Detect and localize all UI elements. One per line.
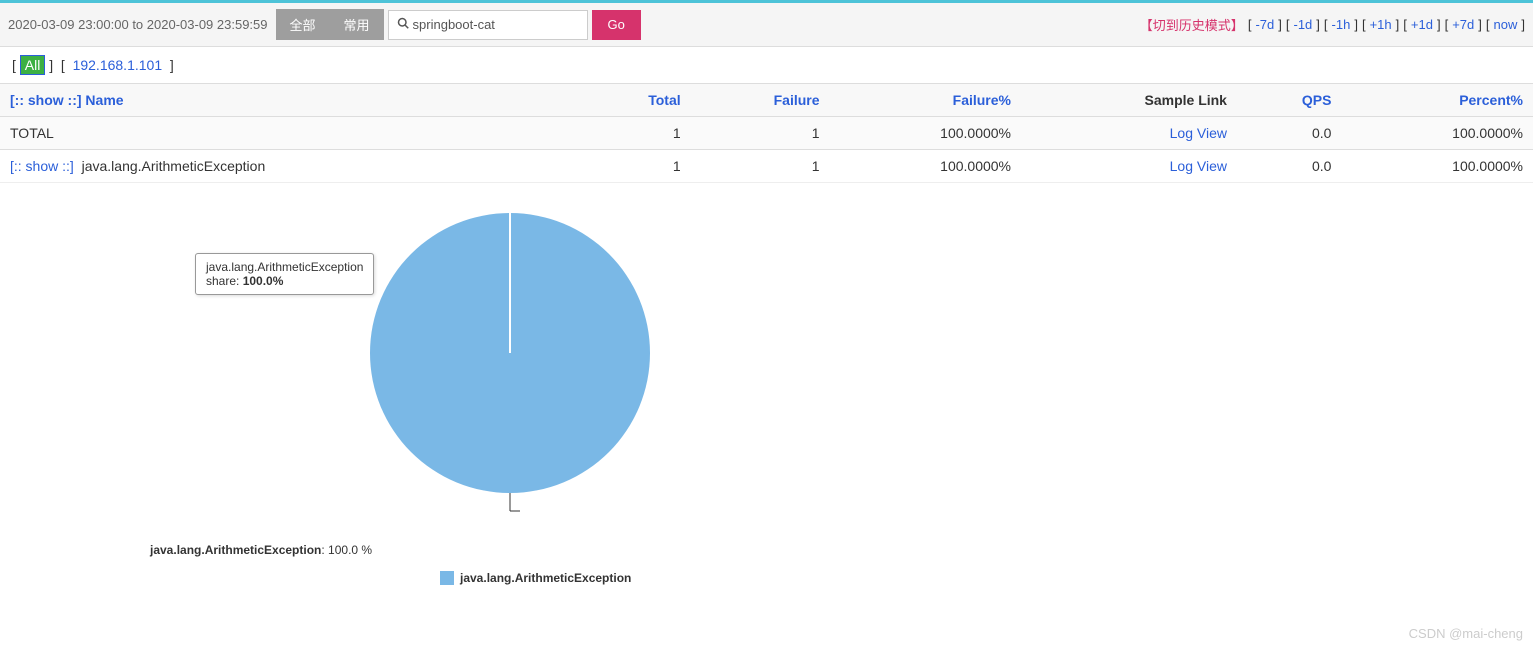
go-button[interactable]: Go: [592, 10, 641, 40]
table-row: TOTAL 1 1 100.0000% Log View 0.0 100.000…: [0, 117, 1533, 150]
pie-chart[interactable]: [370, 213, 650, 493]
tooltip-title: java.lang.ArithmeticException: [206, 260, 363, 274]
nav-now[interactable]: now: [1494, 17, 1518, 32]
nav-minus-7d[interactable]: -7d: [1255, 17, 1274, 32]
nav-minus-1h[interactable]: -1h: [1332, 17, 1351, 32]
row-name: java.lang.ArithmeticException: [82, 158, 266, 174]
history-mode-link[interactable]: 【切到历史模式】: [1140, 15, 1244, 34]
row-failure-pct: 100.0000%: [830, 117, 1021, 150]
row-name: TOTAL: [10, 125, 54, 141]
col-failure[interactable]: Failure: [691, 84, 830, 117]
filter-common-button[interactable]: 常用: [330, 9, 384, 40]
row-failure-pct: 100.0000%: [830, 150, 1021, 183]
tooltip-share: share: 100.0%: [206, 274, 363, 288]
pie-slit: [509, 213, 511, 353]
pie-leader-line: [370, 493, 670, 523]
table-row: [:: show ::] java.lang.ArithmeticExcepti…: [0, 150, 1533, 183]
ip-address-link[interactable]: 192.168.1.101: [73, 57, 163, 73]
watermark: CSDN @mai-cheng: [1409, 626, 1523, 641]
col-failure-pct[interactable]: Failure%: [830, 84, 1021, 117]
search-wrap: [388, 10, 588, 40]
toolbar: 2020-03-09 23:00:00 to 2020-03-09 23:59:…: [0, 3, 1533, 47]
pie-callout-label: java.lang.ArithmeticException: 100.0 %: [150, 543, 372, 557]
row-qps: 0.0: [1237, 117, 1342, 150]
nav-plus-7d[interactable]: +7d: [1452, 17, 1474, 32]
row-failure: 1: [691, 150, 830, 183]
time-range: 2020-03-09 23:00:00 to 2020-03-09 23:59:…: [8, 17, 268, 32]
row-percent: 100.0000%: [1341, 150, 1533, 183]
chart-area: java.lang.ArithmeticException share: 100…: [0, 183, 1533, 605]
col-sample: Sample Link: [1021, 84, 1237, 117]
legend-label: java.lang.ArithmeticException: [460, 571, 631, 585]
search-icon: [397, 17, 409, 32]
log-view-link[interactable]: Log View: [1170, 125, 1227, 141]
filter-all-button[interactable]: 全部: [276, 9, 330, 40]
legend-swatch: [440, 571, 454, 585]
pie-wrap: [370, 213, 650, 526]
ip-all-link[interactable]: All: [20, 55, 46, 75]
exception-table: [:: show ::] Name Total Failure Failure%…: [0, 83, 1533, 183]
col-name[interactable]: [:: show ::] Name: [0, 84, 580, 117]
row-percent: 100.0000%: [1341, 117, 1533, 150]
row-total: 1: [580, 150, 690, 183]
search-input[interactable]: [413, 17, 579, 32]
col-percent[interactable]: Percent%: [1341, 84, 1533, 117]
col-total[interactable]: Total: [580, 84, 690, 117]
nav-plus-1h[interactable]: +1h: [1370, 17, 1392, 32]
time-nav: 【切到历史模式】 [-7d ] [-1d ] [-1h ] [+1h ] [+1…: [1140, 15, 1525, 34]
nav-minus-1d[interactable]: -1d: [1293, 17, 1312, 32]
chart-tooltip: java.lang.ArithmeticException share: 100…: [195, 253, 374, 295]
row-total: 1: [580, 117, 690, 150]
col-qps[interactable]: QPS: [1237, 84, 1342, 117]
row-qps: 0.0: [1237, 150, 1342, 183]
show-toggle[interactable]: [:: show ::]: [10, 158, 74, 174]
nav-plus-1d[interactable]: +1d: [1411, 17, 1433, 32]
log-view-link[interactable]: Log View: [1170, 158, 1227, 174]
ip-row: [ All ] [ 192.168.1.101 ]: [0, 47, 1533, 83]
row-failure: 1: [691, 117, 830, 150]
chart-legend: java.lang.ArithmeticException: [440, 571, 1533, 585]
